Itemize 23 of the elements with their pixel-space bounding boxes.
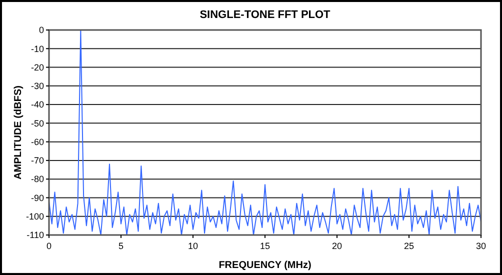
- y-tick-label: -80: [30, 174, 44, 184]
- y-tick-label: -30: [30, 81, 44, 92]
- x-tick-label: 5: [118, 241, 124, 251]
- x-axis-title: FREQUENCY (MHz): [218, 260, 312, 271]
- y-tick-label: -60: [30, 136, 44, 147]
- y-tick-label: -90: [30, 192, 44, 203]
- x-tick-label: 15: [260, 241, 270, 251]
- x-tick-label: 10: [188, 241, 198, 251]
- x-tick-label: 20: [332, 241, 342, 251]
- chart-title: SINGLE-TONE FFT PLOT: [200, 9, 331, 21]
- line-series: [48, 30, 482, 236]
- y-tick-label: -100: [26, 212, 44, 222]
- y-tick-label: -10: [30, 44, 44, 54]
- x-tick-label: 0: [46, 241, 52, 251]
- y-tick-label: -40: [30, 100, 44, 110]
- y-tick-label: -50: [30, 118, 44, 128]
- y-tick-label: 0: [38, 25, 44, 36]
- y-axis-title: AMPLITUDE (dBFS): [13, 86, 24, 180]
- x-tick-label: 30: [476, 241, 486, 251]
- y-tick-label: -20: [30, 62, 44, 72]
- y-tick-label: -110: [26, 230, 44, 240]
- y-tick-label: -70: [30, 156, 44, 166]
- x-tick-label: 25: [404, 241, 414, 251]
